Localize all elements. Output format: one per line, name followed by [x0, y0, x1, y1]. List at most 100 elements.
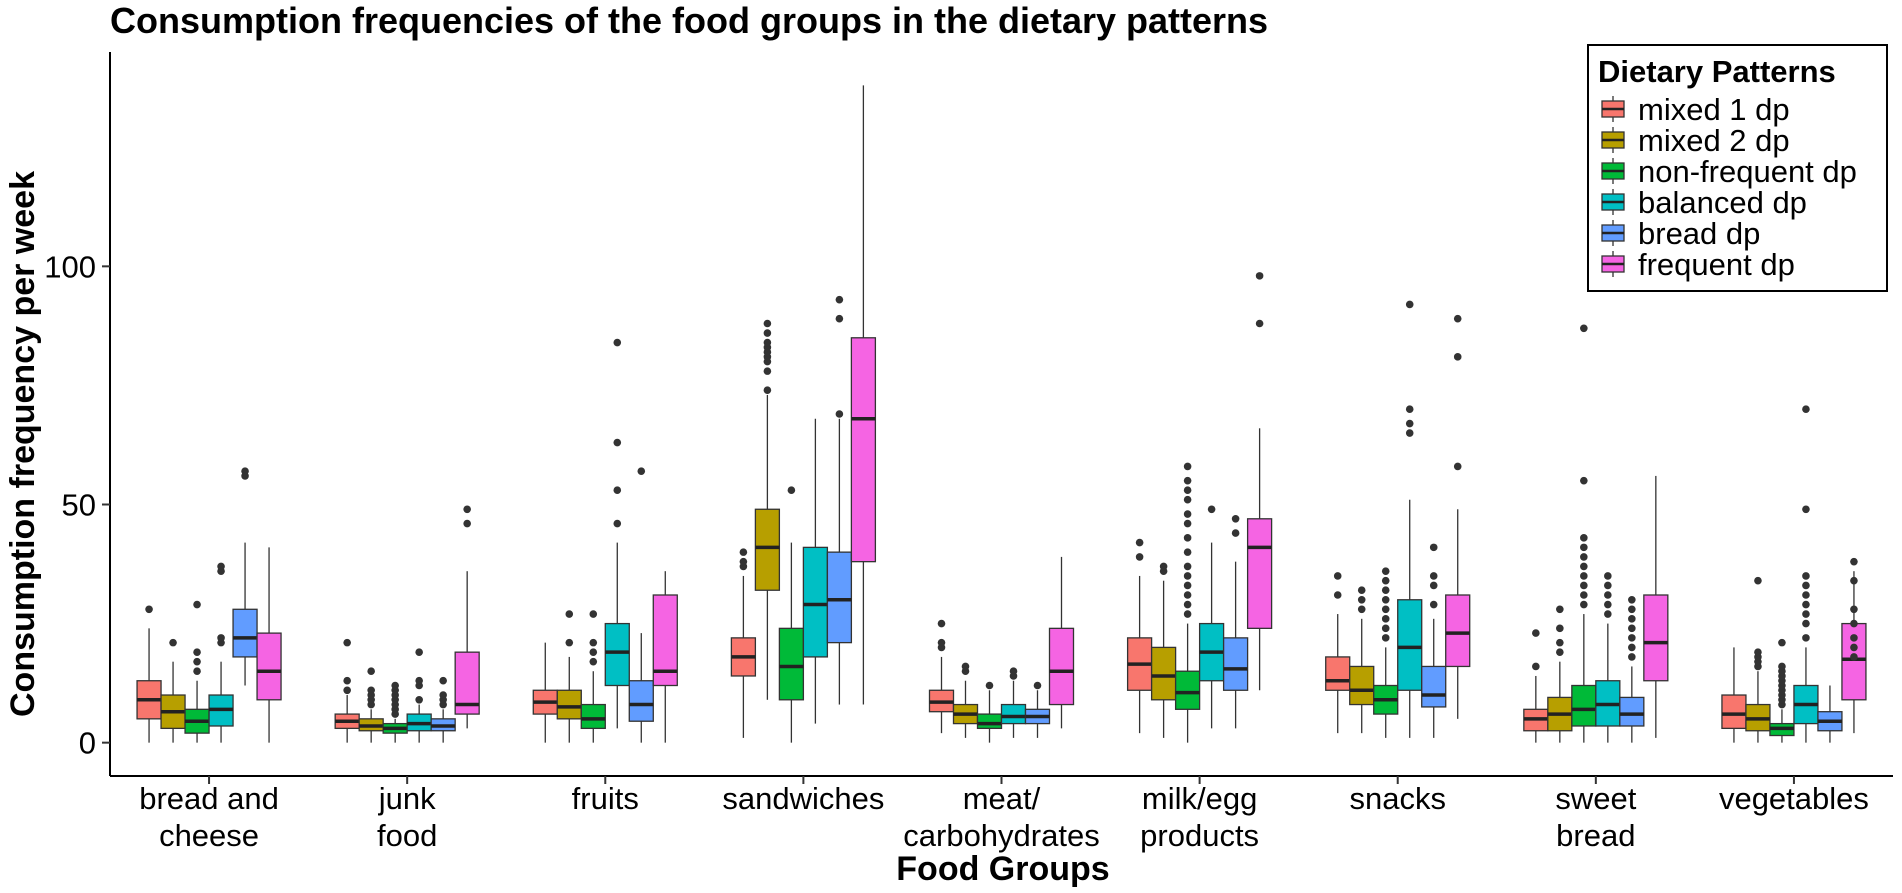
outlier-point [1183, 562, 1192, 571]
category-group [334, 505, 480, 743]
outlier-point [1604, 581, 1612, 590]
outlier-point [1628, 595, 1636, 604]
outlier-point [835, 314, 844, 323]
outlier-point [1604, 591, 1612, 599]
outlier-point [1183, 581, 1192, 590]
category-group [1325, 300, 1471, 738]
outlier-point [1580, 562, 1588, 571]
outlier-point [439, 691, 447, 699]
x-tick-label: meat/carbohydrates [903, 781, 1099, 853]
axes: 0 50 100 bread and cheese junk food fruits sandw… [44, 52, 1893, 853]
box [604, 622, 630, 687]
outlier-point [1429, 572, 1438, 580]
plot-area [136, 85, 1867, 743]
outlier-point [463, 505, 471, 514]
outlier-point [1802, 581, 1810, 590]
outlier-point [1580, 572, 1588, 580]
legend-label: mixed 1 dp [1638, 92, 1790, 127]
outlier-point [1802, 600, 1810, 609]
x-tick-label-line: snacks [1349, 781, 1445, 816]
box [778, 627, 805, 701]
outlier-point [1778, 638, 1786, 647]
box [850, 337, 877, 563]
outlier-point [763, 319, 772, 328]
box [256, 632, 282, 701]
box [976, 713, 1003, 730]
x-tick-label-line: junk [378, 781, 436, 816]
outlier-point [241, 467, 249, 475]
x-tick-label: sweet bread [1555, 781, 1636, 853]
outlier-point [1231, 514, 1240, 523]
outlier-point [1333, 591, 1342, 599]
box [1000, 703, 1027, 725]
outlier-point [1381, 615, 1390, 623]
outlier-point [613, 486, 622, 495]
outlier-point [1580, 600, 1588, 609]
outlier-point [1381, 576, 1390, 585]
outlier-point [1556, 648, 1564, 656]
outlier-point [1381, 586, 1390, 595]
outlier-point [193, 600, 201, 609]
outlier-point [763, 367, 772, 375]
box [1619, 696, 1645, 727]
outlier-point [589, 648, 598, 656]
outlier-point [217, 634, 225, 642]
outlier-point [985, 681, 994, 690]
outlier-point [1405, 419, 1414, 428]
x-tick-label: junk food [377, 781, 437, 853]
outlier-point [1183, 591, 1192, 599]
x-tick-label: vegetables [1719, 781, 1869, 816]
outlier-point [961, 662, 970, 671]
outlier-point [937, 638, 946, 647]
x-tick-label-line: carbohydrates [903, 818, 1099, 853]
box [556, 689, 582, 720]
x-tick-label-line: bread and [139, 781, 279, 816]
outlier-point [1429, 543, 1438, 552]
chart-title: Consumption frequencies of the food grou… [110, 0, 1268, 41]
outlier-point [1850, 557, 1858, 566]
outlier-point [343, 686, 351, 695]
y-tick-label: 100 [44, 249, 96, 284]
box [1048, 627, 1075, 706]
outlier-point [1580, 324, 1588, 333]
box [1445, 594, 1471, 668]
outlier-point [439, 676, 447, 685]
legend-box [1587, 44, 1888, 292]
box [802, 546, 829, 658]
outlier-point [1333, 572, 1342, 580]
outlier-point [193, 657, 201, 666]
box [754, 508, 781, 591]
box [1150, 646, 1177, 701]
outlier-point [1183, 534, 1192, 542]
outlier-point [1850, 619, 1858, 628]
legend-label: mixed 2 dp [1638, 123, 1790, 158]
outlier-point [1850, 653, 1858, 661]
outlier-point [1802, 591, 1810, 599]
legend-label: balanced dp [1638, 185, 1807, 220]
outlier-point [763, 338, 772, 347]
x-tick-label-line: cheese [159, 818, 259, 853]
outlier-point [1357, 605, 1366, 614]
category-group [532, 338, 678, 743]
outlier-point [1231, 529, 1240, 537]
outlier-point [217, 562, 225, 571]
outlier-point [1009, 667, 1018, 676]
outlier-point [1802, 572, 1810, 580]
legend-label: frequent dp [1638, 247, 1795, 282]
outlier-point [739, 548, 748, 556]
outlier-point [193, 667, 201, 676]
outlier-point [835, 410, 844, 418]
outlier-point [1628, 643, 1636, 652]
outlier-point [787, 486, 796, 495]
box [628, 680, 654, 722]
x-tick-label: milk/egg products [1140, 781, 1259, 853]
y-tick-label: 50 [62, 488, 96, 523]
outlier-point [1429, 581, 1438, 590]
outlier-point [1628, 653, 1636, 661]
outlier-point [415, 648, 423, 656]
outlier-point [1556, 624, 1564, 633]
outlier-point [637, 467, 646, 475]
outlier-point [1628, 605, 1636, 614]
x-tick-label: bread and cheese [139, 781, 279, 853]
outlier-point [1532, 662, 1540, 671]
